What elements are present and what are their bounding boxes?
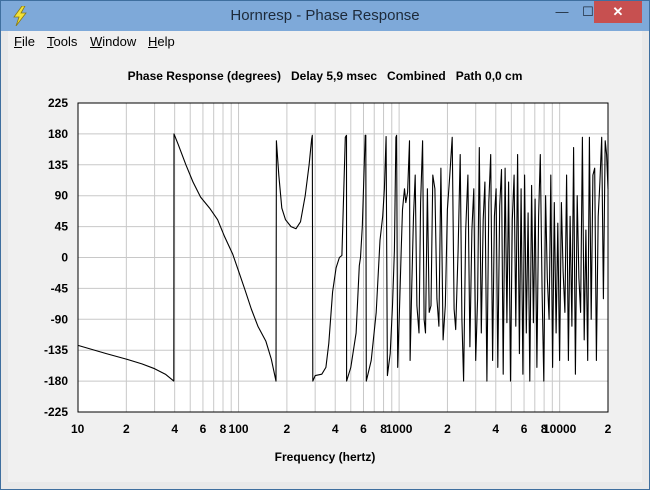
y-tick-label: 0: [61, 251, 68, 265]
x-tick-label: 2: [284, 422, 291, 436]
x-tick-label: 8: [380, 422, 387, 436]
x-tick-label: 4: [332, 422, 339, 436]
window-title: Hornresp - Phase Response: [230, 7, 420, 24]
y-tick-label: -180: [44, 374, 68, 388]
chart-title: Phase Response (degrees) Delay 5,9 msec …: [127, 69, 523, 83]
x-tick-label: 2: [444, 422, 451, 436]
chart-area: Phase Response (degrees) Delay 5,9 msec …: [8, 53, 642, 482]
plot-frame: [77, 102, 609, 413]
minimize-button[interactable]: —: [555, 4, 569, 19]
x-tick-label: 8: [541, 422, 548, 436]
menu-bar: File Tools Window Help: [8, 31, 642, 53]
y-tick-label: 180: [48, 127, 68, 141]
menu-tools[interactable]: Tools: [47, 34, 78, 49]
title-bar[interactable]: Hornresp - Phase Response — ☐ ✕: [1, 1, 649, 31]
menu-window[interactable]: Window: [90, 34, 137, 49]
x-tick-label: 8: [220, 422, 227, 436]
y-tick-label: -135: [44, 343, 68, 357]
x-tick-label: 6: [200, 422, 207, 436]
x-tick-label: 6: [521, 422, 528, 436]
x-tick-label: 1000: [386, 422, 413, 436]
x-tick-label: 10: [71, 422, 85, 436]
x-tick-label: 100: [229, 422, 249, 436]
y-tick-label: 225: [48, 96, 68, 110]
x-tick-label: 6: [360, 422, 367, 436]
y-tick-label: -45: [51, 281, 69, 295]
y-tick-label: 135: [48, 158, 68, 172]
y-tick-label: 90: [55, 189, 69, 203]
lightning-icon: [13, 6, 27, 26]
x-tick-label: 2: [123, 422, 130, 436]
menu-help[interactable]: Help: [148, 34, 175, 49]
x-tick-label: 4: [171, 422, 178, 436]
x-tick-label: 2: [605, 422, 612, 436]
x-tick-label: 10000: [543, 422, 577, 436]
y-tick-label: -225: [44, 405, 68, 419]
x-axis-label: Frequency (hertz): [274, 450, 376, 464]
x-tick-label: 4: [492, 422, 499, 436]
y-tick-label: 45: [55, 220, 69, 234]
close-button[interactable]: ✕: [594, 1, 642, 23]
maximize-button[interactable]: ☐: [582, 4, 594, 19]
menu-file[interactable]: File: [14, 34, 35, 49]
phase-series-line: [77, 133, 609, 382]
y-tick-label: -90: [51, 312, 69, 326]
